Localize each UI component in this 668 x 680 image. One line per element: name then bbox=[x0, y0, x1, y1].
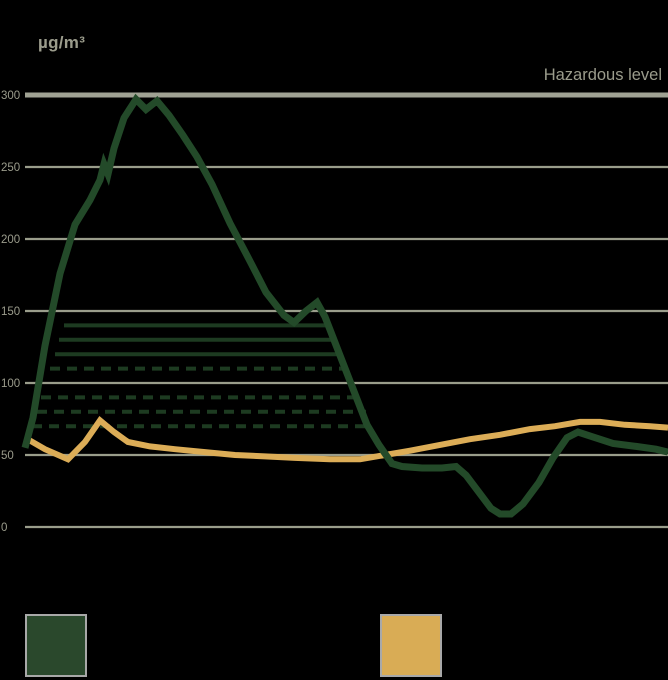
gold-series-line bbox=[23, 416, 668, 463]
y-axis-tick-label: 50 bbox=[1, 450, 14, 462]
y-axis-tick-label: 200 bbox=[1, 234, 20, 246]
y-axis-tick-label: 0 bbox=[1, 522, 7, 534]
y-axis-tick-label: 150 bbox=[1, 306, 20, 318]
unit-label: µg/m³ bbox=[38, 33, 86, 52]
green-series-line bbox=[21, 93, 668, 518]
threshold-label: Hazardous level bbox=[543, 66, 662, 84]
y-axis-tick-label: 250 bbox=[1, 162, 20, 174]
y-axis-tick-label: 100 bbox=[1, 378, 20, 390]
y-axis-tick-label: 300 bbox=[1, 90, 20, 102]
